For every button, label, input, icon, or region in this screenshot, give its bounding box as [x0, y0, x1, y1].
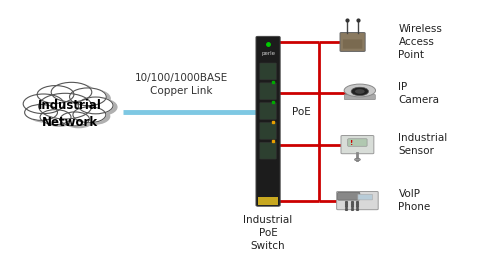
- Circle shape: [28, 106, 61, 122]
- Circle shape: [23, 94, 64, 114]
- Circle shape: [55, 84, 96, 104]
- Circle shape: [351, 87, 369, 96]
- Circle shape: [355, 89, 365, 94]
- FancyBboxPatch shape: [337, 192, 378, 210]
- FancyBboxPatch shape: [348, 139, 367, 146]
- Circle shape: [60, 112, 89, 126]
- Circle shape: [70, 88, 106, 106]
- Circle shape: [355, 158, 360, 161]
- Circle shape: [37, 86, 74, 103]
- Circle shape: [39, 93, 92, 119]
- Circle shape: [73, 107, 106, 123]
- FancyBboxPatch shape: [260, 63, 276, 80]
- Text: Industrial
Sensor: Industrial Sensor: [398, 133, 448, 156]
- FancyBboxPatch shape: [344, 94, 375, 100]
- Text: VoIP
Phone: VoIP Phone: [398, 189, 431, 212]
- FancyBboxPatch shape: [340, 33, 365, 51]
- Circle shape: [43, 95, 96, 121]
- Circle shape: [77, 108, 110, 124]
- Text: Industrial
Network: Industrial Network: [38, 99, 102, 129]
- FancyBboxPatch shape: [343, 39, 362, 49]
- Text: 10/100/1000BASE
Copper Link: 10/100/1000BASE Copper Link: [134, 73, 228, 96]
- Circle shape: [78, 97, 113, 114]
- FancyBboxPatch shape: [358, 194, 372, 200]
- Ellipse shape: [344, 84, 376, 97]
- FancyBboxPatch shape: [256, 36, 280, 206]
- Text: PoE: PoE: [292, 107, 311, 117]
- Circle shape: [41, 87, 78, 105]
- Circle shape: [44, 111, 75, 126]
- Text: perle: perle: [261, 51, 275, 56]
- Text: Wireless
Access
Point: Wireless Access Point: [398, 24, 442, 60]
- Circle shape: [73, 90, 110, 107]
- Circle shape: [51, 82, 92, 102]
- FancyBboxPatch shape: [260, 103, 276, 119]
- Circle shape: [82, 99, 117, 116]
- FancyBboxPatch shape: [341, 136, 374, 154]
- Circle shape: [27, 96, 68, 115]
- Circle shape: [25, 104, 57, 120]
- FancyBboxPatch shape: [260, 122, 276, 139]
- Text: IP
Camera: IP Camera: [398, 82, 440, 105]
- Circle shape: [40, 110, 71, 124]
- FancyBboxPatch shape: [338, 192, 360, 200]
- FancyBboxPatch shape: [258, 197, 278, 205]
- Circle shape: [64, 114, 93, 128]
- FancyBboxPatch shape: [260, 142, 276, 159]
- FancyBboxPatch shape: [260, 83, 276, 100]
- Text: Industrial
PoE
Switch: Industrial PoE Switch: [243, 215, 293, 251]
- Text: !: !: [350, 140, 353, 146]
